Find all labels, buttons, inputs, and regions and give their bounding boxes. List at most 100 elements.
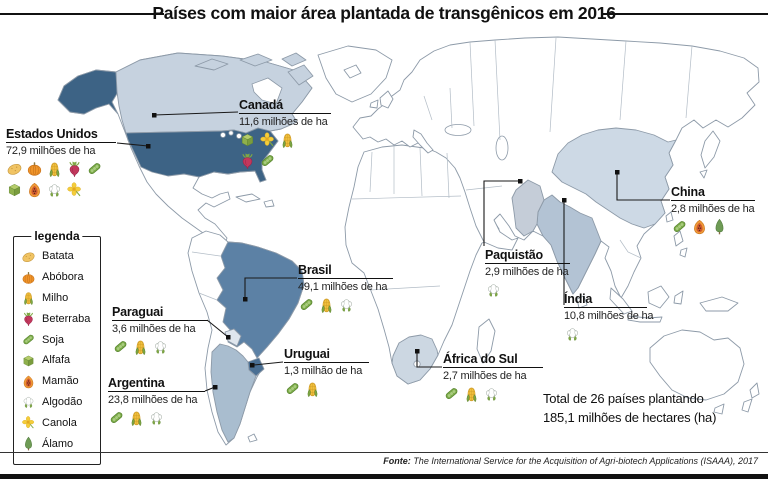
country-area: 2,9 milhões de ha	[485, 266, 569, 278]
milho-icon	[463, 385, 480, 402]
milho-icon	[128, 409, 145, 426]
map-country-estados-unidos	[125, 127, 279, 183]
country-name: Índia	[564, 292, 647, 308]
legend-label: Beterraba	[42, 312, 91, 325]
country-area: 23,8 milhões de ha	[108, 394, 198, 406]
legend-item-abobora: Abóbora	[21, 267, 96, 288]
marker-dots	[146, 113, 620, 390]
soja-icon	[298, 296, 315, 313]
country-label-argentina: Argentina 23,8 milhões de ha	[108, 376, 205, 426]
map-islands	[235, 64, 760, 443]
legend-title: legenda	[31, 229, 83, 243]
country-label-brasil: Brasil 49,1 milhões de ha	[298, 263, 393, 313]
map-country-argentina	[210, 343, 257, 443]
country-label-africa-do-sul: África do Sul 2,7 milhões de ha	[443, 352, 543, 402]
soja-icon	[112, 338, 129, 355]
legend-item-alfafa: Alfafa	[21, 350, 96, 371]
country-borders	[191, 37, 693, 301]
abobora-icon	[21, 270, 36, 285]
soja-icon	[671, 218, 688, 235]
source-text: Fonte: The International Service for the…	[383, 456, 758, 466]
legend-label: Mamão	[42, 375, 79, 388]
map-country-china	[551, 127, 677, 229]
country-name: Paquistão	[485, 248, 570, 264]
summary-total: Total de 26 países plantando 185,1 milhõ…	[543, 389, 716, 427]
country-name: Uruguai	[284, 347, 369, 363]
alamo-icon	[711, 218, 728, 235]
inland-waters	[220, 77, 509, 368]
soja-icon	[108, 409, 125, 426]
legend-item-algodao: Algodão	[21, 392, 96, 413]
country-name: Paraguai	[112, 305, 208, 321]
country-crop-icons	[112, 338, 212, 355]
mamao-icon	[26, 181, 43, 198]
country-area: 49,1 milhões de ha	[298, 281, 388, 293]
legend-item-milho: Milho	[21, 288, 96, 309]
country-name: China	[671, 185, 755, 201]
batata-icon	[6, 160, 23, 177]
batata-icon	[21, 249, 36, 264]
legend-item-beterraba: Beterraba	[21, 308, 96, 329]
country-label-paquistao: Paquistão 2,9 milhões de ha	[485, 248, 570, 298]
country-label-uruguai: Uruguai 1,3 milhão de ha	[284, 347, 369, 397]
legend-label: Abóbora	[42, 271, 84, 284]
beterraba-icon	[21, 311, 36, 326]
beterraba-icon	[66, 160, 83, 177]
country-label-china: China 2,8 milhões de ha	[671, 185, 755, 235]
legend-label: Alfafa	[42, 354, 71, 367]
country-crop-icons	[671, 218, 768, 235]
legend-item-soja: Soja	[21, 329, 96, 350]
country-crop-icons	[239, 131, 299, 169]
country-area: 10,8 milhões de ha	[564, 310, 654, 322]
legend-label: Canola	[42, 416, 77, 429]
summary-line-1: Total de 26 países plantando	[543, 391, 704, 406]
algodao-icon	[152, 338, 169, 355]
soja-icon	[21, 332, 36, 347]
highlighted-countries	[57, 52, 677, 443]
legend-label: Soja	[42, 333, 65, 346]
milho-icon	[21, 290, 36, 305]
milho-icon	[132, 338, 149, 355]
legend-label: Milho	[42, 291, 69, 304]
country-label-canada: Canadá 11,6 milhões de ha	[239, 98, 331, 169]
map-country-estados-unidos-alaska	[57, 69, 119, 115]
alfafa-icon	[6, 181, 23, 198]
country-crop-icons	[108, 409, 208, 426]
source-rule	[0, 452, 768, 453]
legend-box: legenda Batata Abóbora Milho Beterraba Soja A…	[13, 229, 101, 465]
legend-label: Batata	[42, 250, 74, 263]
title-rule-right	[602, 13, 768, 16]
algodao-icon	[338, 296, 355, 313]
algodao-icon	[21, 394, 36, 409]
page-title: Países com maior área plantada de transg…	[152, 3, 616, 23]
soja-icon	[259, 152, 276, 169]
country-area: 3,6 milhões de ha	[112, 323, 196, 335]
legend-item-batata: Batata	[21, 246, 96, 267]
country-area: 2,7 milhões de ha	[443, 370, 527, 382]
algodao-icon	[148, 409, 165, 426]
country-area: 72,9 milhões de ha	[6, 145, 96, 157]
country-area: 1,3 milhão de ha	[284, 365, 363, 377]
source-label: Fonte:	[383, 456, 411, 466]
algodao-icon	[46, 181, 63, 198]
country-name: Argentina	[108, 376, 205, 392]
map-australia	[649, 329, 745, 401]
country-name: Brasil	[298, 263, 393, 279]
alfafa-icon	[21, 353, 36, 368]
mamao-icon	[691, 218, 708, 235]
alfafa-icon	[239, 131, 256, 148]
country-crop-icons	[564, 325, 664, 342]
legend-items: Batata Abóbora Milho Beterraba Soja Alfafa Mam…	[21, 246, 96, 454]
map-country-india	[536, 194, 602, 295]
abobora-icon	[26, 160, 43, 177]
milho-icon	[46, 160, 63, 177]
canola-icon	[21, 415, 36, 430]
country-name: África do Sul	[443, 352, 543, 368]
milho-icon	[318, 296, 335, 313]
country-area: 11,6 milhões de ha	[239, 116, 328, 128]
map-country-africa-do-sul	[391, 334, 439, 385]
title-rule-left	[0, 13, 164, 16]
legend-item-canola: Canola	[21, 412, 96, 433]
canola-icon	[259, 131, 276, 148]
